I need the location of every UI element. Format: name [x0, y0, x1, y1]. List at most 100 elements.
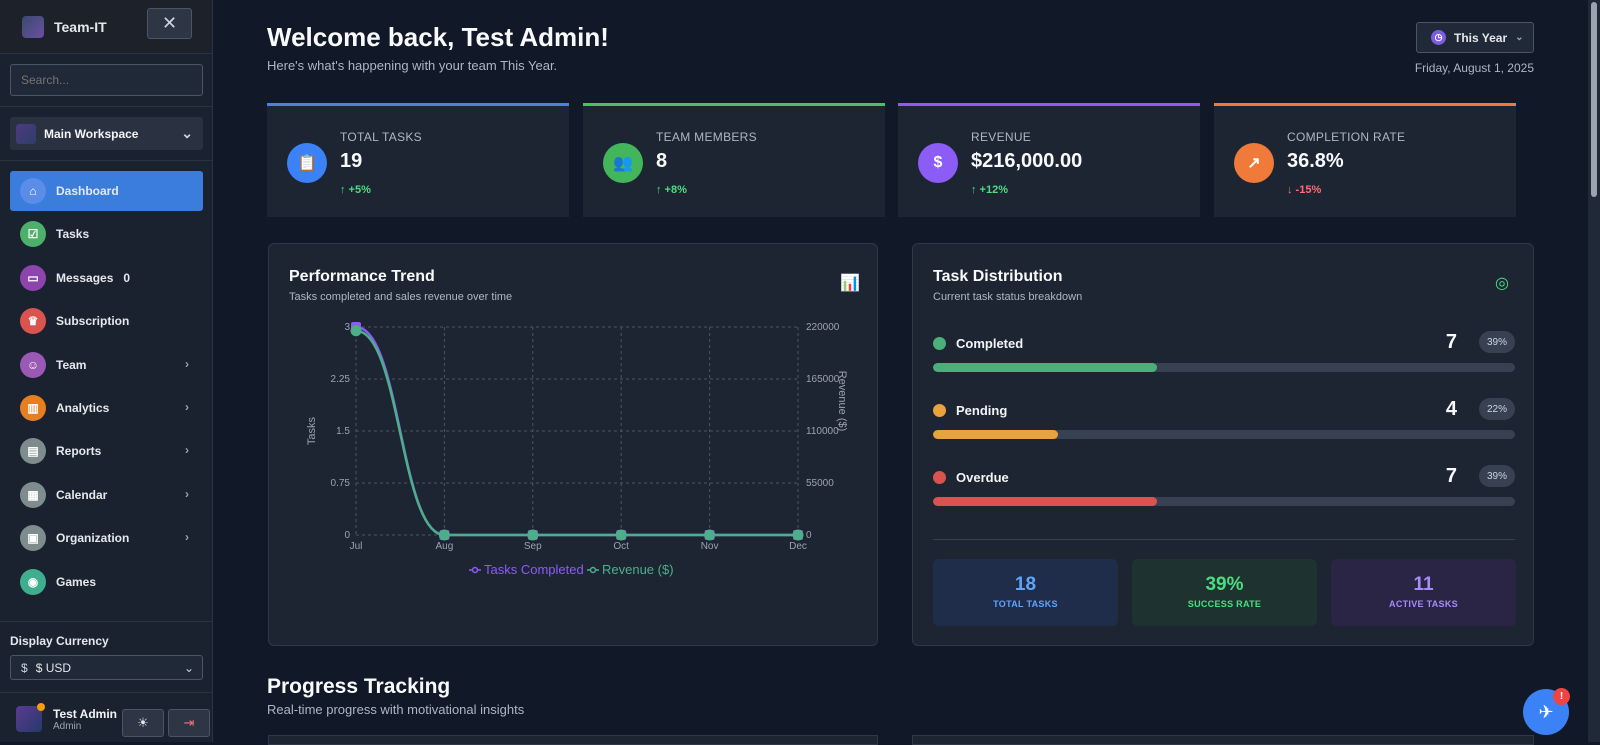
y2-tick-label: 220000: [806, 322, 840, 333]
status-percent-badge: 39%: [1479, 331, 1515, 353]
stat-value: $216,000.00: [971, 150, 1083, 172]
close-sidebar-button[interactable]: ✕: [147, 8, 192, 39]
chevron-down-icon: ⌄: [1515, 32, 1524, 43]
status-label: Overdue: [956, 470, 1009, 485]
chevron-right-icon: ›: [185, 530, 189, 545]
sidebar-item-label: Subscription: [56, 314, 130, 329]
quick-action-button[interactable]: ✈ !: [1523, 688, 1570, 735]
bar-chart-icon: ▥: [20, 394, 46, 421]
scrollbar[interactable]: [1588, 0, 1600, 742]
rocket-icon: ✈: [1538, 701, 1554, 722]
chevron-down-icon: ⌄: [183, 661, 194, 675]
stat-delta: ↑ +12%: [971, 184, 1008, 196]
x-tick-label: Nov: [701, 541, 719, 552]
period-selector[interactable]: ◷ This Year ⌄: [1416, 22, 1534, 53]
dollar-icon: $: [918, 143, 958, 183]
summary-value: 18: [1014, 574, 1037, 595]
chart-legend: Tasks Completed Revenue ($): [469, 562, 674, 577]
sun-icon: ☀: [137, 715, 149, 730]
sidebar-item-dashboard[interactable]: ⌂ Dashboard: [10, 171, 203, 211]
x-tick-label: Dec: [789, 541, 807, 552]
progress-fill: [933, 363, 1158, 372]
team-logo-icon: [22, 15, 44, 38]
currency-value: $ USD: [35, 660, 72, 675]
stat-card-revenue: $ REVENUE $216,000.00 ↑ +12%: [898, 103, 1200, 217]
sidebar-item-tasks[interactable]: ☑ Tasks: [10, 214, 203, 254]
sidebar-item-label: Dashboard: [56, 184, 119, 198]
users-icon: ☺: [20, 351, 46, 378]
progress-card: [912, 735, 1534, 745]
bar-chart-icon[interactable]: 📊: [840, 275, 860, 292]
data-point: [438, 529, 450, 541]
performance-title: Performance Trend: [289, 268, 435, 285]
logout-button[interactable]: ⇥: [168, 709, 210, 737]
sidebar-item-games[interactable]: ◉ Games: [10, 562, 203, 602]
workspace-selector[interactable]: Main Workspace ⌄: [10, 117, 203, 150]
search-input[interactable]: [10, 64, 203, 96]
performance-subtitle: Tasks completed and sales revenue over t…: [289, 291, 513, 303]
sidebar-item-calendar[interactable]: ▦ Calendar ›: [10, 475, 203, 515]
data-point: [527, 529, 539, 541]
sidebar-item-reports[interactable]: ▤ Reports ›: [10, 431, 203, 471]
currency-label: Display Currency: [10, 634, 109, 648]
status-percent-badge: 22%: [1479, 398, 1515, 420]
theme-toggle-button[interactable]: ☀: [122, 709, 164, 737]
x-tick-label: Aug: [436, 541, 454, 552]
sidebar-item-label: Analytics: [56, 400, 110, 415]
divider: [0, 160, 213, 161]
scrollbar-thumb[interactable]: [1591, 2, 1597, 197]
task-distribution-panel: Task Distribution Current task status br…: [912, 243, 1534, 646]
message-icon: ▭: [20, 264, 46, 291]
users-icon: 👥: [603, 143, 643, 183]
progress-card: [268, 735, 878, 745]
progress-fill: [933, 497, 1158, 506]
summary-label: SUCCESS RATE: [1187, 599, 1262, 609]
dollar-icon: $: [21, 660, 28, 675]
sidebar-item-analytics[interactable]: ▥ Analytics ›: [10, 388, 203, 428]
target-icon[interactable]: ◎: [1495, 275, 1509, 292]
user-role: Admin: [53, 720, 82, 732]
currency-select[interactable]: $ $ USD ⌄: [10, 655, 203, 680]
status-count: 7: [1445, 465, 1457, 487]
status-percent-badge: 39%: [1479, 465, 1515, 487]
progress-fill: [933, 430, 1059, 439]
period-value: This Year: [1454, 30, 1508, 45]
user-profile[interactable]: Test Admin Admin: [16, 703, 117, 732]
stat-delta: ↑ +5%: [340, 184, 371, 196]
sidebar-item-subscription[interactable]: ♛ Subscription: [10, 301, 203, 341]
sidebar-item-team[interactable]: ☺ Team ›: [10, 345, 203, 385]
summary-card-active-tasks: 11 ACTIVE TASKS: [1331, 559, 1516, 626]
logout-icon: ⇥: [183, 715, 195, 730]
stat-delta: ↓ -15%: [1287, 184, 1322, 196]
progress-track: [933, 363, 1515, 372]
status-count: 4: [1445, 398, 1457, 420]
workspace-name: Main Workspace: [44, 126, 139, 141]
legend-label: Tasks Completed: [484, 562, 584, 577]
stat-value: 8: [656, 150, 668, 172]
divider: [933, 539, 1515, 540]
sidebar-item-label: Organization: [56, 531, 130, 546]
x-tick-label: Sep: [524, 541, 542, 552]
distribution-title: Task Distribution: [933, 268, 1063, 285]
sidebar-item-label: Reports: [56, 444, 102, 459]
progress-track: [933, 430, 1515, 439]
chevron-right-icon: ›: [185, 356, 189, 371]
page-subtitle: Here's what's happening with your team T…: [267, 58, 558, 73]
performance-panel: Performance Trend Tasks completed and sa…: [268, 243, 878, 646]
legend-marker: [471, 566, 479, 574]
y-tick-label: 2.25: [331, 374, 351, 385]
status-label: Completed: [956, 336, 1024, 351]
status-dot: [933, 337, 946, 350]
sidebar-item-organization[interactable]: ▣ Organization ›: [10, 518, 203, 558]
stat-label: REVENUE: [971, 130, 1032, 144]
summary-card-total-tasks: 18 TOTAL TASKS: [933, 559, 1118, 626]
sidebar-item-label: Games: [56, 574, 97, 589]
sidebar-item-messages[interactable]: ▭ Messages 0: [10, 258, 203, 298]
performance-chart: 0 0.75 1.5 2.25 3 0 55000 110000 165000 220000 Jul…: [306, 322, 848, 577]
sidebar-item-label: Calendar: [56, 487, 108, 502]
main-content: Welcome back, Test Admin! Here's what's …: [213, 0, 1587, 745]
workspace-avatar: [16, 123, 36, 144]
y-tick-label: 0: [344, 530, 350, 541]
y-axis-label: Tasks: [306, 416, 318, 445]
summary-label: TOTAL TASKS: [993, 599, 1058, 609]
